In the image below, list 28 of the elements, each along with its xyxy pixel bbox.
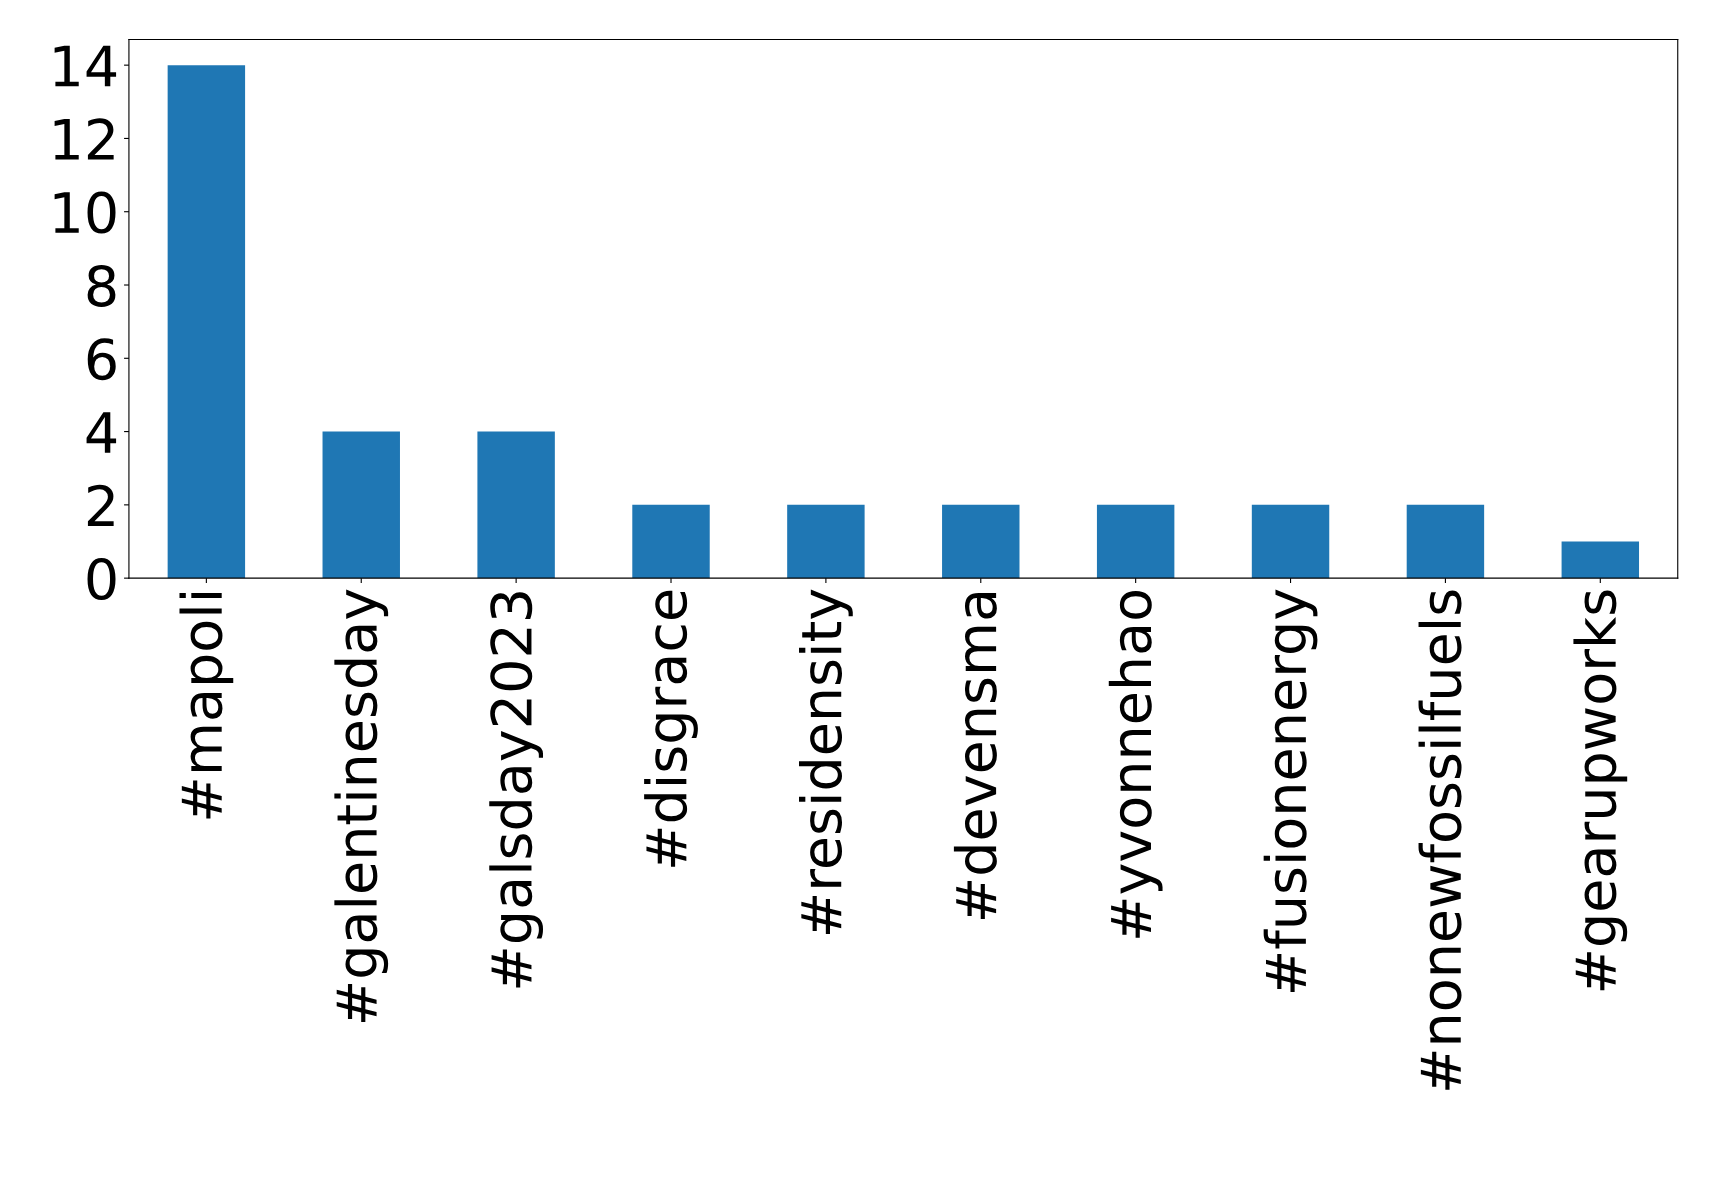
bar bbox=[322, 431, 400, 579]
x-tick-label: #galsday2023 bbox=[489, 592, 544, 988]
y-tick-label: 8 bbox=[87, 264, 116, 307]
y-tick-label: 2 bbox=[87, 484, 114, 526]
bar bbox=[632, 504, 710, 579]
y-tick-label: 10 bbox=[54, 191, 116, 234]
x-tick-label: #gearupworks bbox=[1573, 590, 1628, 991]
y-tick-label: 6 bbox=[87, 338, 116, 381]
x-tick-label: #devensma bbox=[953, 592, 997, 919]
x-tick-label: #galentinesday bbox=[334, 589, 389, 1023]
bar bbox=[1561, 541, 1640, 579]
y-tick-label: 0 bbox=[87, 558, 116, 601]
x-tick-label: #disgrace bbox=[644, 590, 698, 867]
bar bbox=[787, 504, 865, 579]
bar bbox=[1251, 504, 1330, 579]
bar bbox=[1406, 504, 1485, 579]
bar bbox=[477, 431, 555, 579]
x-tick-label: #nonewfossilfuels bbox=[1418, 590, 1462, 1090]
x-tick-label: #fusionenergy bbox=[1263, 589, 1318, 993]
bar bbox=[167, 65, 246, 579]
x-tick-label: #mapoli bbox=[179, 593, 234, 819]
x-tick-label: #yvonnehao bbox=[1108, 590, 1163, 938]
bar bbox=[942, 504, 1020, 579]
bar bbox=[1096, 504, 1175, 579]
y-tick-label: 4 bbox=[86, 412, 117, 453]
x-tick-label: #residensity bbox=[799, 589, 853, 934]
y-tick-label: 12 bbox=[54, 118, 114, 160]
y-tick-label: 14 bbox=[54, 45, 117, 87]
